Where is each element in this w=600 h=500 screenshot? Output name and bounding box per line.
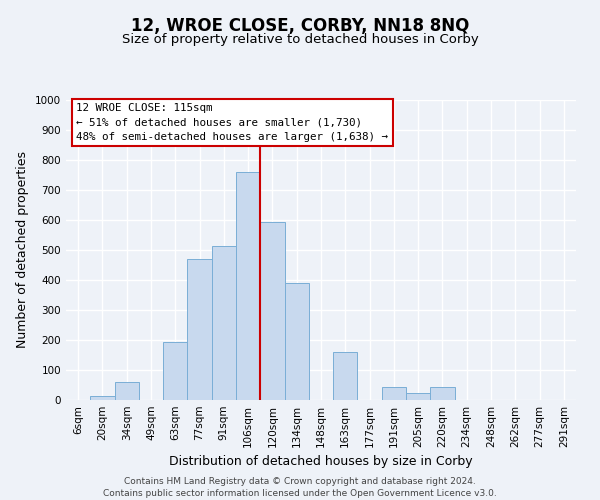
Bar xyxy=(260,222,284,400)
Bar xyxy=(187,259,212,400)
Bar xyxy=(284,283,309,400)
Text: Contains HM Land Registry data © Crown copyright and database right 2024.: Contains HM Land Registry data © Crown c… xyxy=(124,478,476,486)
Bar xyxy=(430,386,455,400)
Text: Size of property relative to detached houses in Corby: Size of property relative to detached ho… xyxy=(122,32,478,46)
Text: 12 WROE CLOSE: 115sqm
← 51% of detached houses are smaller (1,730)
48% of semi-d: 12 WROE CLOSE: 115sqm ← 51% of detached … xyxy=(76,103,388,142)
Y-axis label: Number of detached properties: Number of detached properties xyxy=(16,152,29,348)
Bar xyxy=(382,388,406,400)
Bar xyxy=(212,246,236,400)
Bar xyxy=(236,172,260,400)
X-axis label: Distribution of detached houses by size in Corby: Distribution of detached houses by size … xyxy=(169,456,473,468)
Text: Contains public sector information licensed under the Open Government Licence v3: Contains public sector information licen… xyxy=(103,489,497,498)
Text: 12, WROE CLOSE, CORBY, NN18 8NQ: 12, WROE CLOSE, CORBY, NN18 8NQ xyxy=(131,18,469,36)
Bar xyxy=(333,352,358,400)
Bar xyxy=(406,392,430,400)
Bar xyxy=(163,342,187,400)
Bar xyxy=(115,382,139,400)
Bar xyxy=(90,396,115,400)
